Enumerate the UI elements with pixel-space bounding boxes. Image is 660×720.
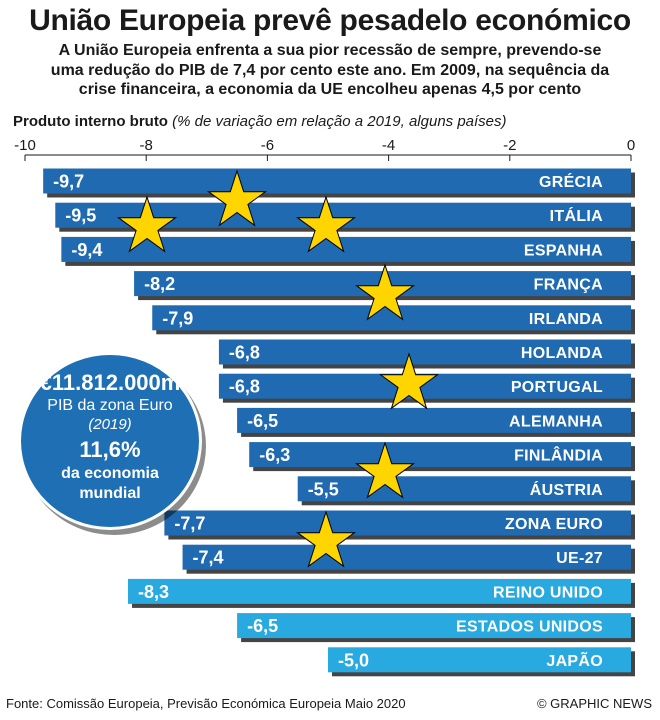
bar-category-label: GRÉCIA: [539, 172, 603, 191]
subtitle-line-3: crise financeira, a economia da UE encol…: [78, 81, 582, 98]
axis-heading: Produto interno bruto (% de variação em …: [13, 113, 507, 130]
bar-value-label: -6,8: [229, 377, 260, 397]
bar-category-label: ESPANHA: [524, 242, 603, 259]
bar-category-label: FRANÇA: [534, 277, 603, 294]
bar: [297, 476, 631, 502]
bar-category-label: ZONA EURO: [505, 516, 603, 533]
bar: [182, 544, 631, 570]
x-tick-label: -4: [382, 137, 395, 154]
bar-category-label: JAPÃO: [546, 650, 603, 670]
x-tick-label: -8: [140, 137, 153, 154]
bar: [328, 647, 631, 673]
chart-title: União Europeia prevê pesadelo económico: [29, 4, 631, 37]
bar-category-label: ESTADOS UNIDOS: [456, 619, 603, 636]
bar-category-label: ALEMANHA: [509, 413, 603, 430]
infobox-amount: €11.812.000m: [39, 370, 181, 395]
bar: [237, 613, 631, 639]
bar-value-label: -7,4: [193, 548, 224, 568]
eu-star-icon: [295, 195, 357, 253]
bar-value-label: -8,3: [138, 582, 169, 602]
source-note: Fonte: Comissão Europeia, Previsão Econó…: [6, 696, 406, 711]
bar-category-label: PORTUGAL: [511, 379, 603, 396]
bar-value-label: -9,5: [65, 206, 96, 226]
bar: [249, 442, 631, 468]
infobox-line-3: (2019): [88, 416, 132, 433]
eu-star-icon: [354, 263, 416, 321]
x-tick-label: -10: [14, 137, 36, 154]
axis-heading-unit: (% de variação em relação a 2019, alguns…: [172, 113, 507, 130]
bar-value-label: -6,5: [247, 411, 278, 431]
eurozone-gdp-infobox: €11.812.000m PIB da zona Euro (2019) 11,…: [18, 352, 202, 530]
x-tick-label: -2: [503, 137, 516, 154]
x-tick-label: 0: [627, 137, 635, 154]
bar-value-label: -9,7: [53, 172, 84, 192]
bar-value-label: -6,3: [259, 445, 290, 465]
subtitle-line-1: A União Europeia enfrenta a sua pior rec…: [58, 42, 602, 59]
bar: [164, 510, 631, 536]
bar-value-label: -8,2: [144, 274, 175, 294]
bar: [218, 339, 632, 365]
eu-star-icon: [378, 352, 440, 410]
infobox-line-5: da economia: [61, 465, 159, 482]
eu-star-icon: [354, 441, 416, 499]
eu-star-icon: [295, 510, 357, 568]
bar-category-label: HOLANDA: [521, 345, 603, 362]
bar-value-label: -7,7: [174, 514, 205, 534]
bar-value-label: -6,5: [247, 616, 278, 636]
chart-subtitle: A União Europeia enfrenta a sua pior rec…: [0, 41, 660, 100]
bar-value-label: -7,9: [162, 308, 193, 328]
bar-category-label: ÁUSTRIA: [530, 480, 603, 499]
infobox-line-6: mundial: [79, 485, 141, 502]
bar-category-label: REINO UNIDO: [493, 584, 603, 601]
subtitle-line-2: uma redução do PIB de 7,4 por cento este…: [50, 61, 610, 79]
bar-category-label: ITÁLIA: [550, 206, 603, 225]
bar: [237, 407, 631, 433]
eu-star-icon: [206, 169, 268, 227]
bar: [128, 578, 631, 604]
bar-category-label: UE-27: [556, 550, 603, 567]
bar-category-label: IRLANDA: [529, 311, 603, 328]
bar-value-label: -5,5: [308, 479, 339, 499]
eu-star-icon: [116, 195, 178, 253]
infobox-percent: 11,6%: [79, 437, 141, 462]
bar-value-label: -6,8: [229, 343, 260, 363]
credit-note: © GRAPHIC NEWS: [536, 696, 652, 711]
bar-value-label: -5,0: [338, 650, 369, 670]
axis-heading-label: Produto interno bruto: [13, 113, 168, 130]
bar: [43, 168, 632, 194]
infobox-line-2: PIB da zona Euro: [47, 397, 173, 414]
x-tick-label: -6: [261, 137, 274, 154]
bar-value-label: -9,4: [71, 240, 102, 260]
bar-category-label: FINLÂNDIA: [514, 446, 603, 465]
